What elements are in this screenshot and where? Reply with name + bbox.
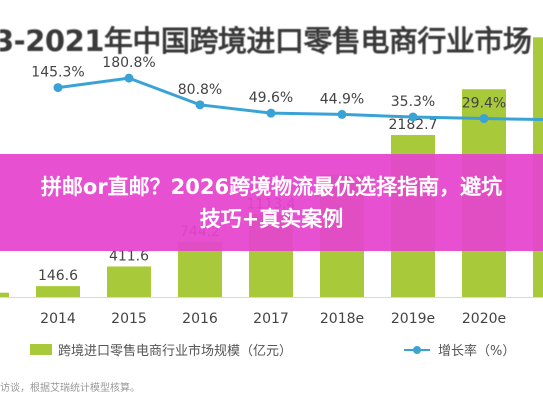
growth-rate-point [408, 112, 418, 122]
banner-text: 拼邮or直邮？2026跨境物流最优选择指南，避坑技巧+真实案例 [40, 174, 503, 231]
bar-value-label: 146.6 [38, 268, 78, 284]
growth-rate-point [337, 109, 347, 119]
legend-bar-label: 跨境进口零售电商行业市场规模（亿元） [58, 344, 293, 359]
bar-value-label: 2182.7 [389, 117, 438, 133]
bar-value-label: 411.6 [109, 248, 149, 264]
growth-rate-label: 180.8% [102, 55, 155, 71]
x-tick-label: 2019e [391, 311, 435, 327]
growth-rate-point [266, 108, 276, 118]
source-note: 访谈，根据艾瑞统计模型核算。 [0, 383, 140, 394]
chart-title: 3-2021年中国跨境进口零售电商行业市场 [0, 24, 532, 58]
growth-rate-point [124, 73, 134, 83]
legend-bar-swatch [30, 344, 52, 355]
growth-rate-label: 49.6% [249, 90, 293, 106]
growth-rate-label: 29.4% [462, 96, 506, 112]
growth-rate-point [195, 100, 205, 110]
bar [107, 266, 151, 297]
x-tick-label: 2015 [111, 311, 147, 327]
bar [36, 286, 80, 297]
x-tick-label: 2018e [320, 311, 364, 327]
growth-rate-point [53, 83, 63, 93]
x-tick-label: 2016 [182, 311, 218, 327]
x-tick-label: 2014 [40, 311, 76, 327]
legend-line-swatch [404, 346, 430, 354]
growth-rate-line [57, 76, 543, 122]
growth-rate-label: 44.9% [320, 91, 364, 107]
growth-rate-label: 35.3% [391, 94, 435, 110]
x-tick-label: 2020e [462, 311, 506, 327]
growth-rate-label: 145.3% [31, 65, 84, 81]
chart-legend: 跨境进口零售电商行业市场规模（亿元） 增长率（%） [0, 338, 543, 364]
growth-rate-label: 80.8% [178, 82, 222, 98]
legend-line-label: 增长率（%） [438, 344, 516, 359]
bar [0, 292, 9, 297]
overlay-banner[interactable]: 拼邮or直邮？2026跨境物流最优选择指南，避坑技巧+真实案例 [0, 154, 543, 251]
x-tick-label: 2017 [253, 311, 289, 327]
growth-rate-point [479, 114, 489, 124]
